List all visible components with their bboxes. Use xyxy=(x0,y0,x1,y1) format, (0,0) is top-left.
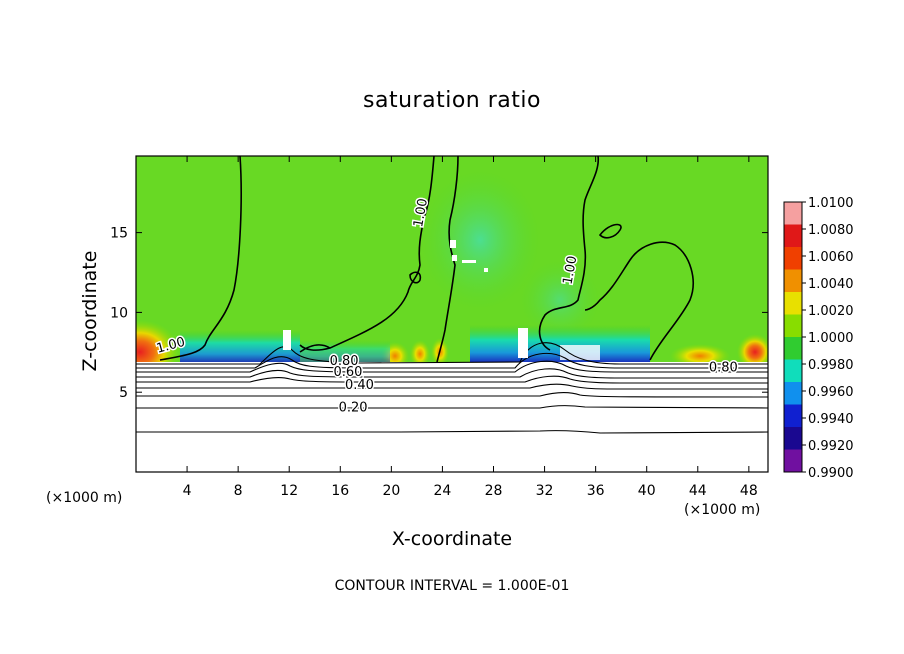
y-tick-label: 15 xyxy=(110,226,128,242)
colorbar-label: 0.9920 xyxy=(808,439,854,454)
contour-label: 0.80 xyxy=(709,360,738,375)
colorbar-label: 1.0080 xyxy=(808,223,854,238)
y-axis: 5 10 15 xyxy=(110,226,768,401)
x-tick-label: 40 xyxy=(638,483,656,499)
contour-interval-note: CONTOUR INTERVAL = 1.000E-01 xyxy=(334,578,570,594)
plot-frame xyxy=(135,155,769,473)
contour-label: 1.00 xyxy=(411,197,431,228)
x-unit-label-left: (×1000 m) xyxy=(46,490,123,506)
contour-label: 1.00 xyxy=(561,255,581,286)
colorbar-swatch xyxy=(784,427,802,450)
colorbar: 1.0100 1.0080 1.0060 1.0040 1.0020 1.0000 0.99… xyxy=(783,196,854,481)
x-tick-label: 20 xyxy=(382,483,400,499)
speckles xyxy=(283,240,528,358)
y-tick-label: 10 xyxy=(110,305,128,321)
colorbar-label: 1.0000 xyxy=(808,331,854,346)
colorbar-label: 1.0040 xyxy=(808,277,854,292)
contour-label: 0.40 xyxy=(345,378,374,393)
x-axis-title: X-coordinate xyxy=(391,528,513,550)
colorbar-label: 0.9900 xyxy=(808,466,854,481)
colorbar-swatch xyxy=(784,449,802,473)
x-tick-label: 4 xyxy=(183,483,192,499)
colorbar-label: 1.0020 xyxy=(808,304,854,319)
colorbar-swatch xyxy=(784,404,802,428)
x-tick-label: 44 xyxy=(689,483,707,499)
colorbar-swatch xyxy=(784,269,802,293)
contour-label: 0.60 xyxy=(333,365,362,380)
colorbar-label: 1.0100 xyxy=(808,196,854,211)
colorbar-swatch xyxy=(784,292,802,315)
colorbar-swatch xyxy=(784,314,802,338)
colorbar-swatch xyxy=(784,359,802,383)
colorbar-label: 0.9980 xyxy=(808,358,854,373)
x-axis: 4 8 12 16 20 24 28 32 36 40 44 48 xyxy=(183,156,758,499)
x-tick-label: 36 xyxy=(587,483,605,499)
colorbar-swatch xyxy=(784,337,802,360)
x-tick-label: 28 xyxy=(485,483,503,499)
chart-title: saturation ratio xyxy=(363,88,541,113)
x-tick-label: 16 xyxy=(331,483,349,499)
colorbar-label: 0.9960 xyxy=(808,385,854,400)
contour-label: 0.80 xyxy=(330,354,359,369)
contour-lines-1-00 xyxy=(159,156,694,363)
x-tick-label: 32 xyxy=(536,483,554,499)
saturation-field xyxy=(136,156,768,472)
colorbar-label: 1.0060 xyxy=(808,250,854,265)
x-tick-label: 8 xyxy=(234,483,243,499)
y-tick-label: 5 xyxy=(119,385,128,401)
contour-label: 0.20 xyxy=(339,400,368,415)
colorbar-swatch xyxy=(784,247,802,270)
x-tick-label: 24 xyxy=(434,483,452,499)
contour-lines-lower xyxy=(136,342,768,434)
colorbar-label: 0.9940 xyxy=(808,412,854,427)
x-unit-label-right: (×1000 m) xyxy=(684,502,761,518)
x-tick-label: 12 xyxy=(280,483,298,499)
y-axis-title: Z-coordinate xyxy=(79,250,101,372)
x-tick-label: 48 xyxy=(740,483,758,499)
colorbar-swatch xyxy=(784,382,802,405)
colorbar-swatch xyxy=(784,202,802,225)
colorbar-swatch xyxy=(784,224,802,248)
contour-labels: 1.001.001.000.800.600.400.200.80 xyxy=(153,196,739,417)
